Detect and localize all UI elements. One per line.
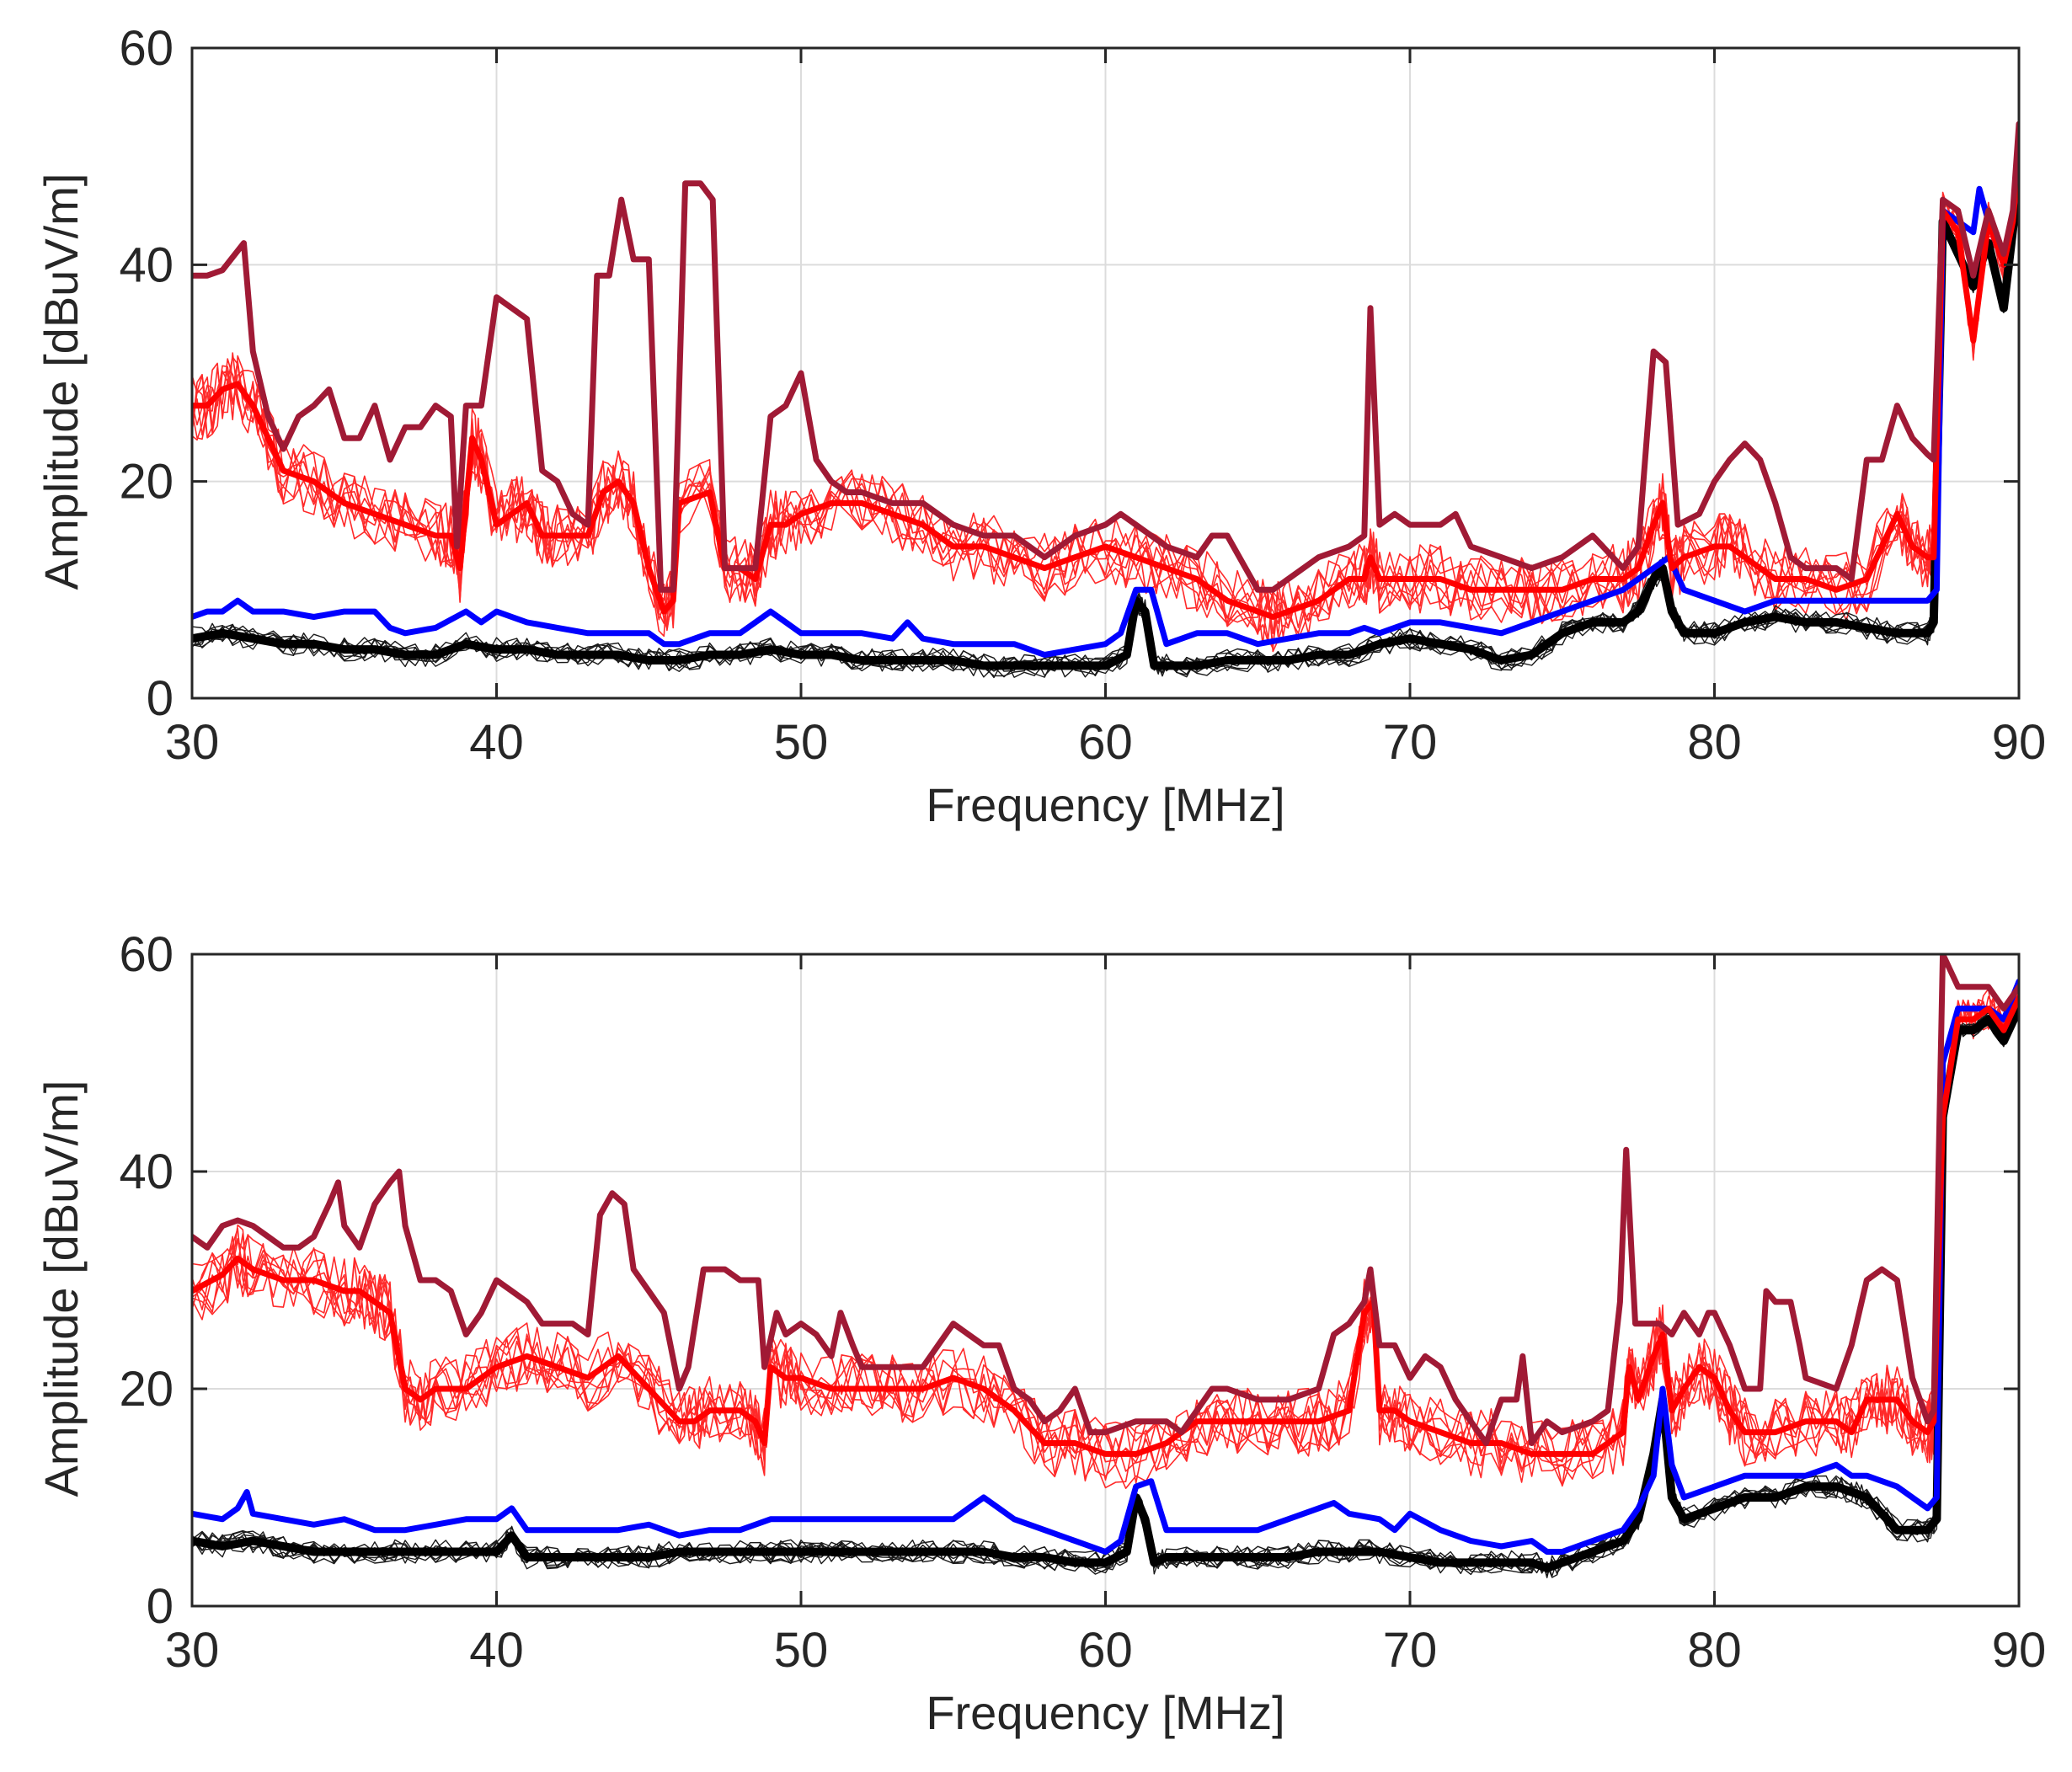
series-line-max-red <box>192 954 2019 1446</box>
x-tick-label: 60 <box>1078 1623 1133 1678</box>
trace-group <box>192 954 2019 1578</box>
y-tick-label: 0 <box>147 1579 174 1634</box>
thin-trace-red <box>192 985 2019 1467</box>
thin-trace-red <box>192 147 2019 648</box>
thin-trace-red <box>192 991 2019 1484</box>
series-line-avg-black <box>192 173 2019 670</box>
series-line-max-red <box>192 120 2019 593</box>
series-line-avg-red <box>192 995 2019 1457</box>
x-tick-label: 70 <box>1383 715 1438 770</box>
thin-trace-black <box>192 178 2019 679</box>
x-tick-label: 40 <box>469 715 524 770</box>
x-tick-label: 80 <box>1687 1623 1742 1678</box>
x-tick-label: 80 <box>1687 715 1742 770</box>
y-axis-title: Amplitude [dBuV/m] <box>35 173 88 590</box>
series-line-avg-red <box>192 153 2019 620</box>
thin-trace-red <box>192 1000 2019 1489</box>
x-tick-label: 40 <box>469 1623 524 1678</box>
x-axis-title: Frequency [MHz] <box>926 778 1284 831</box>
y-tick-label: 20 <box>119 1362 174 1417</box>
bottom-plot-panel: 30 40 50 60 70 80 90 0 20 40 60 Frequency [MHz] Ampl… <box>35 927 2046 1739</box>
x-axis-title: Frequency [MHz] <box>926 1686 1284 1739</box>
thin-trace-red <box>192 149 2019 640</box>
x-tick-label: 50 <box>774 715 829 770</box>
x-tick-label: 30 <box>165 1623 220 1678</box>
x-tick-label: 70 <box>1383 1623 1438 1678</box>
x-tick-label: 30 <box>165 715 220 770</box>
y-tick-label: 40 <box>119 238 174 292</box>
y-tick-label: 40 <box>119 1145 174 1199</box>
trace-group <box>192 120 2019 679</box>
series-line-avg-blue <box>192 174 2019 658</box>
y-tick-label: 20 <box>119 455 174 510</box>
thin-trace-red <box>192 987 2019 1489</box>
x-tick-label: 90 <box>1992 1623 2047 1678</box>
y-axis-title: Amplitude [dBuV/m] <box>35 1081 88 1497</box>
x-tick-label: 50 <box>774 1623 829 1678</box>
y-tick-label: 0 <box>147 671 174 726</box>
x-tick-label: 90 <box>1992 715 2047 770</box>
y-tick-label: 60 <box>119 21 174 76</box>
series-line-avg-black <box>192 1004 2019 1572</box>
y-tick-label: 60 <box>119 927 174 982</box>
top-plot-panel: 30 40 50 60 70 80 90 0 20 40 60 Frequency [MHz] Ampl… <box>35 21 2046 831</box>
thin-trace-black <box>192 1006 2019 1577</box>
thin-trace-red <box>192 150 2019 653</box>
x-tick-label: 60 <box>1078 715 1133 770</box>
series-line-avg-blue <box>192 978 2019 1555</box>
